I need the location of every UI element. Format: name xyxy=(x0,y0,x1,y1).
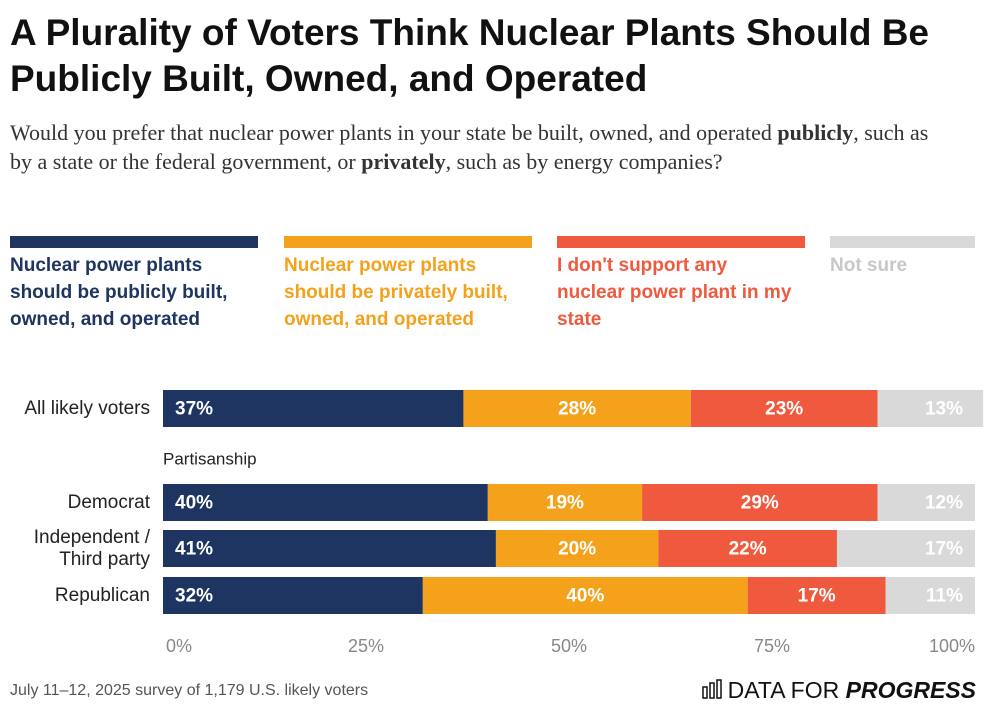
data-label: 17% xyxy=(798,586,836,607)
data-label: 29% xyxy=(741,493,779,514)
data-label: 22% xyxy=(729,539,767,560)
bar-segment xyxy=(642,484,878,521)
brand-logo: DATA FOR PROGRESS xyxy=(701,677,976,704)
subtitle-part: publicly xyxy=(777,120,854,145)
y-tick-label: Independent / Third party xyxy=(33,526,150,570)
brand-text: DATA FOR xyxy=(727,677,840,703)
bar-segment xyxy=(163,484,488,521)
subtitle-part: Would you prefer that nuclear power plan… xyxy=(10,120,778,145)
brand-text: PROGRESS xyxy=(845,677,976,703)
data-label: 37% xyxy=(175,399,213,420)
bar-segment xyxy=(885,577,975,614)
x-tick-label: 75% xyxy=(754,636,790,656)
legend-swatch xyxy=(10,236,258,248)
data-label: 28% xyxy=(558,399,596,420)
bar-segment xyxy=(877,484,975,521)
bar-segment xyxy=(495,530,659,567)
bar-segment xyxy=(163,390,464,427)
chart-title: A Plurality of Voters Think Nuclear Plan… xyxy=(10,12,930,99)
data-label: 32% xyxy=(175,586,213,607)
bar-segment xyxy=(877,390,984,427)
subtitle-part: , such as by a state or the federal gove… xyxy=(10,120,929,174)
data-label: 40% xyxy=(566,586,604,607)
bar-segment xyxy=(463,390,691,427)
bar-segment xyxy=(747,577,886,614)
bar-segment xyxy=(487,484,643,521)
y-tick-label: All likely voters xyxy=(24,397,150,419)
bar-segment xyxy=(163,530,496,567)
subtitle-part: , such as by energy companies? xyxy=(445,149,723,174)
data-label: 13% xyxy=(925,399,963,420)
legend-label: I don't support any nuclear power plant … xyxy=(557,255,792,330)
y-tick-label: Democrat xyxy=(67,491,150,513)
brand-icon xyxy=(701,679,722,699)
data-label: 17% xyxy=(925,539,963,560)
y-tick-label: Republican xyxy=(54,584,150,606)
bar-segment xyxy=(658,530,837,567)
x-tick-label: 0% xyxy=(166,636,192,656)
x-tick-label: 50% xyxy=(551,636,587,656)
bar-segment xyxy=(836,530,975,567)
bar-segment xyxy=(422,577,748,614)
data-label: 23% xyxy=(765,399,803,420)
x-tick-label: 25% xyxy=(348,636,384,656)
legend-label: Nuclear power plants should be privately… xyxy=(284,255,508,330)
subtitle-part: privately xyxy=(361,149,446,174)
data-label: 11% xyxy=(926,586,963,607)
bar-segment xyxy=(690,390,878,427)
data-label: 41% xyxy=(175,539,213,560)
legend-label: Not sure xyxy=(830,255,908,276)
legend-swatch xyxy=(557,236,805,248)
source-note: July 11–12, 2025 survey of 1,179 U.S. li… xyxy=(10,682,369,699)
legend-swatch xyxy=(284,236,532,248)
data-label: 40% xyxy=(175,493,213,514)
data-label: 12% xyxy=(925,493,963,514)
group-label: Partisanship xyxy=(163,449,257,468)
legend-label: Nuclear power plants should be publicly … xyxy=(10,255,228,330)
data-label: 20% xyxy=(558,539,596,560)
legend-swatch xyxy=(830,236,975,248)
bar-segment xyxy=(163,577,423,614)
x-tick-label: 100% xyxy=(929,636,975,656)
subtitle: Would you prefer that nuclear power plan… xyxy=(10,118,940,176)
data-label: 19% xyxy=(546,493,584,514)
